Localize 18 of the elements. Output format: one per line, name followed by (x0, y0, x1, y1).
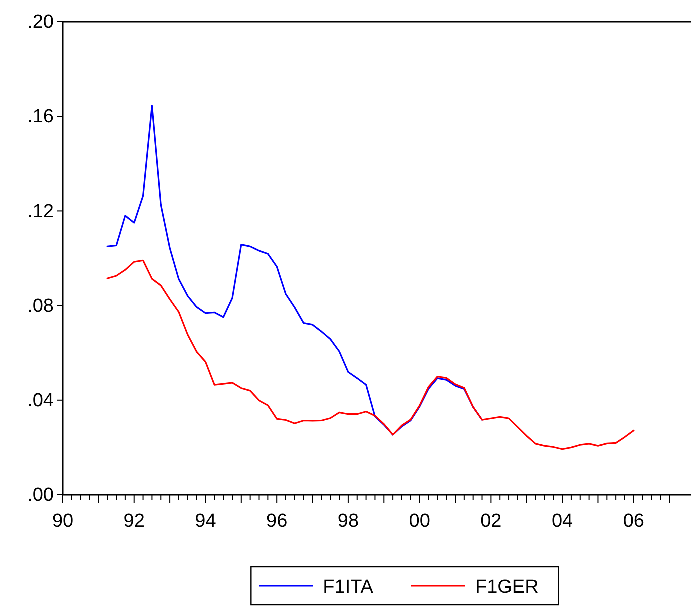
y-tick-label: .20 (28, 12, 54, 34)
legend-label: F1GER (475, 577, 539, 598)
y-tick-label: .00 (28, 485, 54, 506)
y-tick-label: .16 (28, 106, 54, 128)
y-tick-label: .04 (28, 390, 54, 412)
y-tick-label: .12 (28, 201, 54, 222)
line-series (106, 260, 635, 450)
y-tick-label: .08 (28, 296, 54, 317)
x-tick-label: 06 (623, 510, 644, 532)
x-tick-label: 92 (124, 510, 145, 532)
x-tick-label: 90 (52, 510, 74, 532)
legend-label: F1ITA (323, 577, 374, 598)
x-tick-label: 04 (552, 510, 574, 532)
x-tick-label: 94 (195, 510, 217, 532)
x-tick-label: 02 (480, 510, 502, 532)
x-tick-label: 98 (338, 510, 360, 532)
x-tick-label: 96 (266, 510, 288, 532)
x-tick-label: 00 (409, 510, 430, 532)
